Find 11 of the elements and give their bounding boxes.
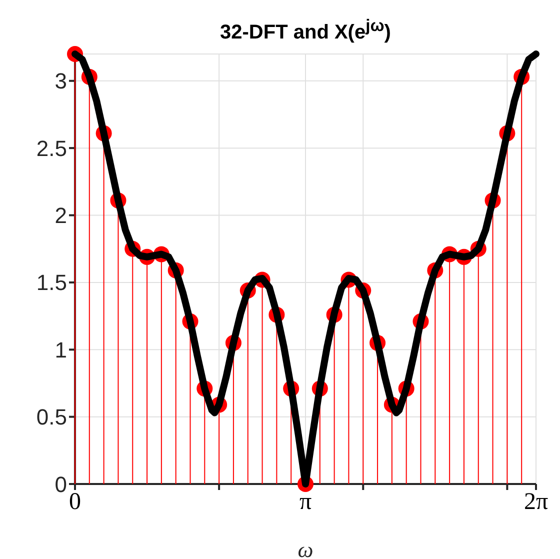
x-tick-label: 2π: [524, 489, 548, 516]
x-axis-title: ω: [298, 537, 314, 559]
y-tick-label: 1: [54, 337, 67, 362]
y-tick-label: 0: [54, 472, 67, 497]
y-tick-label: 2.5: [36, 136, 67, 161]
chart-title: 32-DFT and X(e$^{jω}$): [219, 15, 392, 44]
y-tick-label: 0.5: [36, 404, 67, 430]
x-tick-label: π: [299, 489, 312, 516]
y-tick-label: 3: [54, 68, 67, 94]
y-tick-label: 2: [54, 203, 67, 228]
y-tick-label: 1.5: [36, 270, 67, 296]
